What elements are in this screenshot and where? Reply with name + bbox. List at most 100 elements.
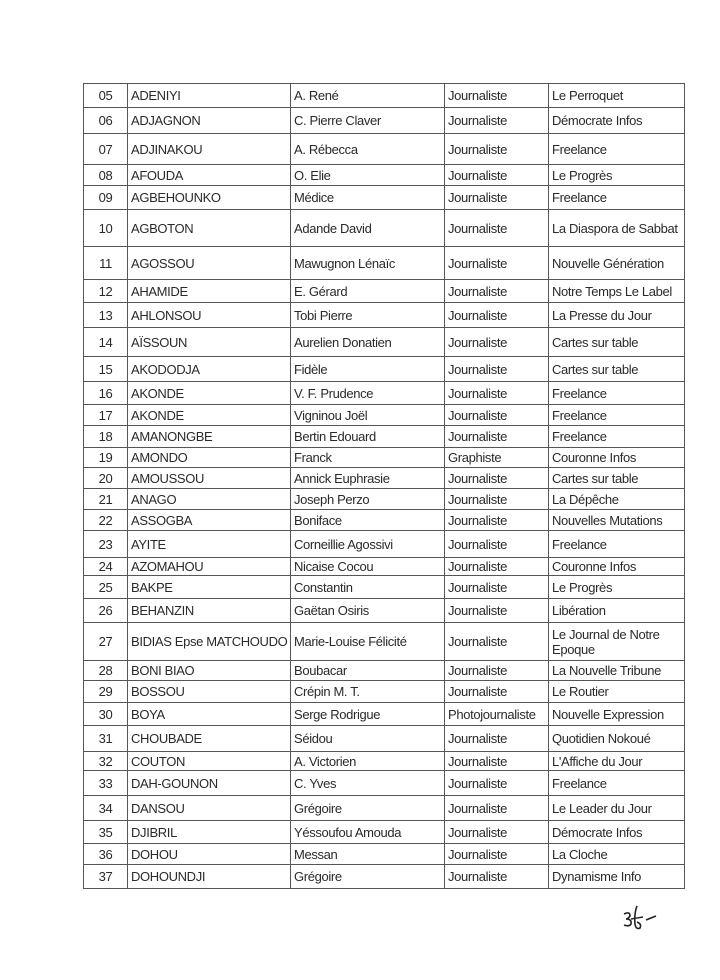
surname-cell: AMANONGBE (127, 425, 291, 448)
first-name-cell: Médice (290, 185, 445, 210)
role-cell: Journaliste (444, 530, 549, 558)
media-cell: Freelance (548, 185, 685, 210)
row-number: 21 (83, 488, 128, 510)
handwritten-initials-signature (623, 905, 657, 930)
role-cell: Journaliste (444, 575, 549, 599)
table-row: 28 BONI BIAO Boubacar Journaliste La Nouvell… (83, 660, 685, 681)
media-cell: Le Progrès (548, 575, 685, 599)
role-cell: Journaliste (444, 83, 549, 108)
table-row: 07 ADJINAKOU A. Rébecca Journaliste Freelanc… (83, 133, 685, 165)
media-cell: Le Routier (548, 680, 685, 703)
first-name-cell: Corneillie Agossivi (290, 530, 445, 558)
table-row: 34 DANSOU Grégoire Journaliste Le Leader du … (83, 795, 685, 821)
surname-cell: AMOUSSOU (127, 467, 291, 489)
table-row: 30 BOYA Serge Rodrigue Photojournaliste Nouv… (83, 702, 685, 726)
media-cell: Le Progrès (548, 164, 685, 186)
first-name-cell: Franck (290, 447, 445, 468)
role-cell: Journaliste (444, 209, 549, 247)
row-number: 23 (83, 530, 128, 558)
table-row: 31 CHOUBADE Séidou Journaliste Quotidien Nok… (83, 725, 685, 752)
first-name-cell: Séidou (290, 725, 445, 752)
surname-cell: AZOMAHOU (127, 557, 291, 576)
first-name-cell: Marie-Louise Félicité (290, 622, 445, 661)
row-number: 36 (83, 843, 128, 865)
surname-cell: ADJINAKOU (127, 133, 291, 165)
role-cell: Journaliste (444, 770, 549, 796)
first-name-cell: A. Rébecca (290, 133, 445, 165)
row-number: 10 (83, 209, 128, 247)
table-row: 36 DOHOU Messan Journaliste La Cloche (83, 843, 685, 865)
row-number: 37 (83, 864, 128, 889)
row-number: 06 (83, 107, 128, 134)
surname-cell: AHLONSOU (127, 302, 291, 328)
table-row: 20 AMOUSSOU Annick Euphrasie Journaliste Car… (83, 467, 685, 489)
role-cell: Journaliste (444, 279, 549, 303)
participants-table-body: 05 ADENIYI A. René Journaliste Le Perroquet 0… (83, 83, 685, 889)
surname-cell: CHOUBADE (127, 725, 291, 752)
first-name-cell: Serge Rodrigue (290, 702, 445, 726)
first-name-cell: Boubacar (290, 660, 445, 681)
first-name-cell: Boniface (290, 509, 445, 531)
surname-cell: AHAMIDE (127, 279, 291, 303)
table-row: 27 BIDIAS Epse MATCHOUDO Marie-Louise Féli… (83, 622, 685, 661)
row-number: 15 (83, 356, 128, 382)
table-row: 15 AKODODJA Fidèle Journaliste Cartes sur ta… (83, 356, 685, 382)
table-row: 26 BEHANZIN Gaëtan Osiris Journaliste Libéra… (83, 598, 685, 623)
role-cell: Photojournaliste (444, 702, 549, 726)
role-cell: Journaliste (444, 425, 549, 448)
row-number: 07 (83, 133, 128, 165)
role-cell: Journaliste (444, 795, 549, 821)
table-row: 10 AGBOTON Adande David Journaliste La Diasp… (83, 209, 685, 247)
media-cell: Nouvelle Expression (548, 702, 685, 726)
surname-cell: AFOUDA (127, 164, 291, 186)
role-cell: Journaliste (444, 107, 549, 134)
table-row: 29 BOSSOU Crépin M. T. Journaliste Le Routie… (83, 680, 685, 703)
role-cell: Journaliste (444, 185, 549, 210)
row-number: 09 (83, 185, 128, 210)
row-number: 05 (83, 83, 128, 108)
row-number: 20 (83, 467, 128, 489)
first-name-cell: E. Gérard (290, 279, 445, 303)
table-row: 25 BAKPE Constantin Journaliste Le Progrès (83, 575, 685, 599)
table-row: 08 AFOUDA O. Elie Journaliste Le Progrès (83, 164, 685, 186)
role-cell: Journaliste (444, 864, 549, 889)
row-number: 34 (83, 795, 128, 821)
role-cell: Journaliste (444, 133, 549, 165)
media-cell: Quotidien Nokoué (548, 725, 685, 752)
role-cell: Journaliste (444, 467, 549, 489)
media-cell: Libération (548, 598, 685, 623)
surname-cell: AYITE (127, 530, 291, 558)
first-name-cell: Grégoire (290, 864, 445, 889)
row-number: 33 (83, 770, 128, 796)
row-number: 24 (83, 557, 128, 576)
table-row: 33 DAH-GOUNON C. Yves Journaliste Freelance (83, 770, 685, 796)
media-cell: Le Journal de Notre Epoque (548, 622, 685, 661)
row-number: 28 (83, 660, 128, 681)
row-number: 26 (83, 598, 128, 623)
first-name-cell: Gaëtan Osiris (290, 598, 445, 623)
first-name-cell: Tobi Pierre (290, 302, 445, 328)
surname-cell: BAKPE (127, 575, 291, 599)
first-name-cell: Fidèle (290, 356, 445, 382)
first-name-cell: Joseph Perzo (290, 488, 445, 510)
row-number: 11 (83, 246, 128, 280)
table-row: 32 COUTON A. Victorien Journaliste L'Affiche… (83, 751, 685, 771)
table-row: 16 AKONDE V. F. Prudence Journaliste Freelan… (83, 381, 685, 405)
first-name-cell: Mawugnon Lénaïc (290, 246, 445, 280)
role-cell: Journaliste (444, 751, 549, 771)
table-row: 23 AYITE Corneillie Agossivi Journaliste Fre… (83, 530, 685, 558)
surname-cell: BEHANZIN (127, 598, 291, 623)
first-name-cell: Aurelien Donatien (290, 327, 445, 357)
surname-cell: DOHOU (127, 843, 291, 865)
media-cell: La Nouvelle Tribune (548, 660, 685, 681)
first-name-cell: A. Victorien (290, 751, 445, 771)
row-number: 19 (83, 447, 128, 468)
media-cell: L'Affiche du Jour (548, 751, 685, 771)
surname-cell: AMONDO (127, 447, 291, 468)
row-number: 12 (83, 279, 128, 303)
row-number: 25 (83, 575, 128, 599)
table-row: 22 ASSOGBA Boniface Journaliste Nouvelles Mu… (83, 509, 685, 531)
media-cell: Cartes sur table (548, 467, 685, 489)
media-cell: Freelance (548, 770, 685, 796)
role-cell: Graphiste (444, 447, 549, 468)
